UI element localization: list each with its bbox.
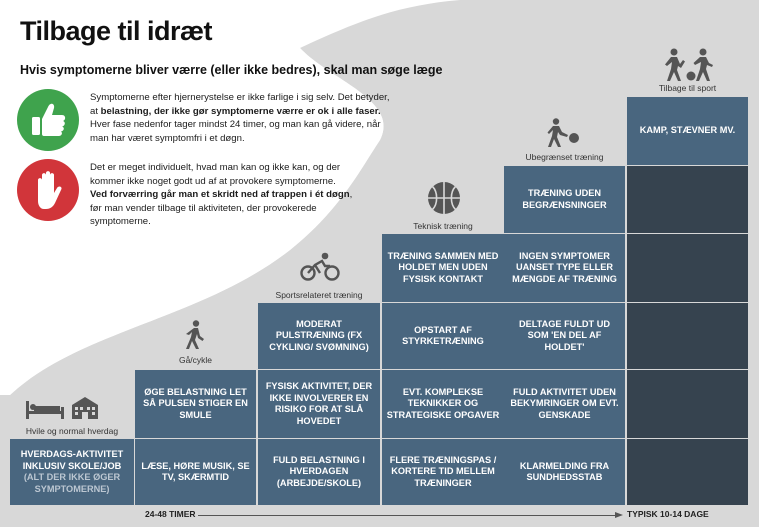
axis-label-start: 24-48 TIMER bbox=[145, 509, 196, 519]
stage-label-3: Sportsrelateret træning bbox=[275, 290, 363, 300]
stage-label-4: Teknisk træning bbox=[413, 221, 473, 231]
cycling-icon bbox=[300, 252, 340, 281]
players-icon bbox=[665, 48, 713, 81]
arrow-head-icon bbox=[615, 512, 623, 518]
empty-cell bbox=[627, 439, 748, 505]
empty-cell bbox=[627, 234, 748, 302]
stage-label-1: Hvile og normal hverdag bbox=[25, 426, 119, 436]
step-cell: Moderat pulstræning (fx cykling/ svømnin… bbox=[258, 303, 380, 369]
info-paragraph-worsening: Det er meget individuelt, hvad man kan o… bbox=[90, 162, 353, 228]
ball-icon bbox=[428, 182, 460, 214]
step-cell: Ingen symptomer uanset type eller mængde… bbox=[504, 234, 625, 302]
thumbs-up-icon bbox=[17, 89, 79, 151]
empty-cell bbox=[627, 166, 748, 233]
ball-player-icon bbox=[547, 118, 579, 147]
stop-hand-icon bbox=[17, 159, 79, 221]
step-cell: Fysisk aktivitet, der ikke involverer en… bbox=[258, 370, 380, 438]
step-cell: Evt. komplekse teknikker og strategiske … bbox=[382, 370, 504, 438]
empty-cell bbox=[627, 303, 748, 369]
step-cell: Læse, høre musik, se TV, skærmtid bbox=[135, 439, 256, 505]
step-cell: Kamp, stævner mv. bbox=[627, 97, 748, 165]
step-cell: Fuld belastning i hverdagen (arbejde/sko… bbox=[258, 439, 380, 505]
step-cell: Øge belastning let så pulsen stiger en s… bbox=[135, 370, 256, 438]
step-cell: Klarmelding fra sundhedsstab bbox=[504, 439, 625, 505]
bed-house-icon bbox=[26, 397, 98, 419]
timeline-arrow bbox=[198, 515, 616, 516]
step-cell: Opstart af styrketræning bbox=[382, 303, 504, 369]
step-cell: Fuld aktivitet uden bekymringer om evt. … bbox=[504, 370, 625, 438]
step-cell: Træning sammen med holdet men uden fysis… bbox=[382, 234, 504, 302]
empty-cell bbox=[627, 370, 748, 438]
stage-label-6: Tilbage til sport bbox=[658, 83, 717, 93]
step-cell: Deltage fuldt ud som 'en del af holdet' bbox=[504, 303, 625, 369]
info-paragraph-ok: Symptomerne efter hjernerystelse er ikke… bbox=[90, 92, 390, 144]
stage-label-2: Gå/cykle bbox=[178, 355, 213, 365]
page-subtitle: Hvis symptomerne bliver værre (eller ikk… bbox=[20, 63, 443, 77]
step-cell: Træning uden begrænsninger bbox=[504, 166, 625, 233]
step-cell: Hverdags-aktivitet inklusiv skole/job (a… bbox=[10, 439, 134, 505]
walking-icon bbox=[186, 320, 204, 349]
step-cell: Flere træningspas / kortere tid mellem t… bbox=[382, 439, 504, 505]
axis-label-end: TYPISK 10-14 DAGE bbox=[627, 509, 709, 519]
stage-label-5: Ubegrænset træning bbox=[525, 152, 604, 162]
page-title: Tilbage til idræt bbox=[20, 16, 213, 46]
